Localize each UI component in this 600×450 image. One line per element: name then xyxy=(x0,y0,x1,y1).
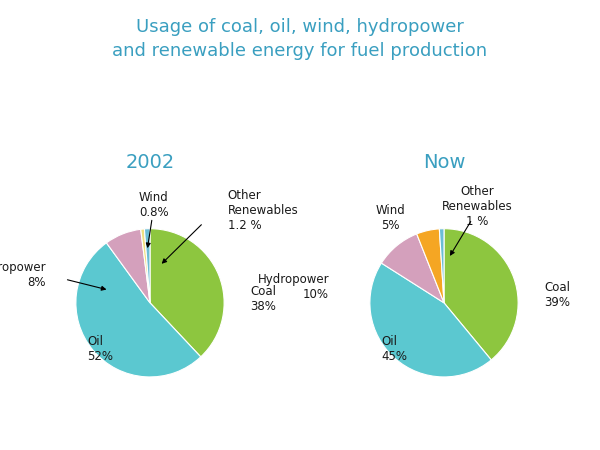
Text: Oil
52%: Oil 52% xyxy=(87,335,113,363)
Text: Other
Renewables
1.2 %: Other Renewables 1.2 % xyxy=(228,189,299,232)
Title: 2002: 2002 xyxy=(125,153,175,172)
Wedge shape xyxy=(150,229,224,357)
Text: Oil
45%: Oil 45% xyxy=(381,335,407,363)
Text: Wind
5%: Wind 5% xyxy=(376,203,406,232)
Wedge shape xyxy=(141,229,150,303)
Wedge shape xyxy=(382,234,444,303)
Text: Other
Renewables
1 %: Other Renewables 1 % xyxy=(442,185,513,228)
Text: Usage of coal, oil, wind, hydropower
and renewable energy for fuel production: Usage of coal, oil, wind, hydropower and… xyxy=(112,18,488,59)
Wedge shape xyxy=(106,230,150,303)
Text: Coal
39%: Coal 39% xyxy=(544,281,570,310)
Wedge shape xyxy=(444,229,518,360)
Wedge shape xyxy=(145,229,150,303)
Wedge shape xyxy=(417,229,444,303)
Text: Wind
0.8%: Wind 0.8% xyxy=(139,191,169,219)
Wedge shape xyxy=(76,243,201,377)
Text: Hydropower
10%: Hydropower 10% xyxy=(257,273,329,301)
Wedge shape xyxy=(370,263,491,377)
Text: Coal
38%: Coal 38% xyxy=(250,285,276,313)
Title: Now: Now xyxy=(423,153,465,172)
Text: Hydropower
8%: Hydropower 8% xyxy=(0,261,46,288)
Wedge shape xyxy=(439,229,444,303)
